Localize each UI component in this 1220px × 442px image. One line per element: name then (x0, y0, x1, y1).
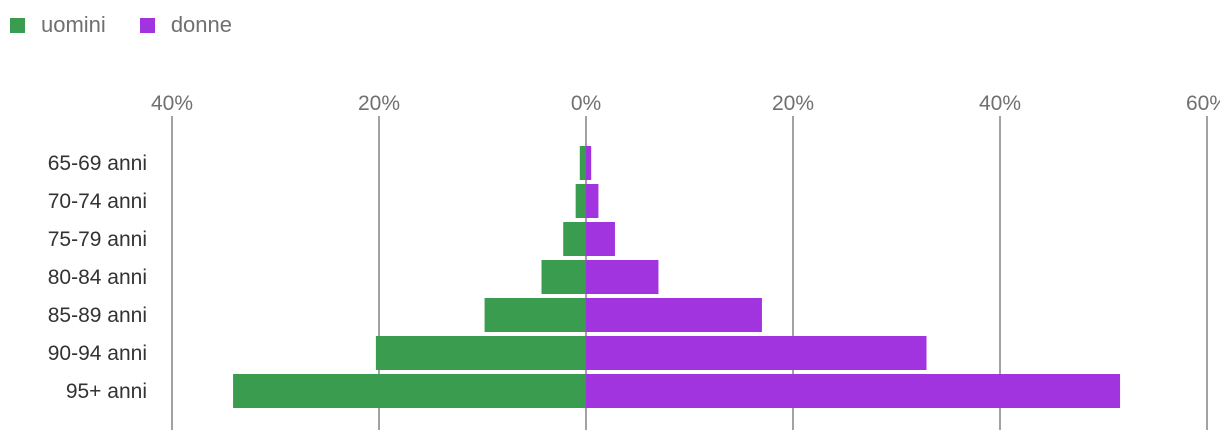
bar-donne (586, 146, 592, 180)
bar-donne (586, 260, 659, 294)
category-label: 65-69 anni (48, 152, 147, 175)
legend-swatch-uomini (10, 17, 25, 33)
legend-item-donne: donne (139, 12, 232, 38)
category-label: 95+ anni (66, 380, 147, 403)
legend-label-donne: donne (170, 12, 232, 37)
legend-label-uomini: uomini (41, 12, 106, 37)
bar-donne (586, 336, 927, 370)
x-tick-label: 20% (772, 92, 814, 115)
bar-uomini (233, 374, 586, 408)
bar-donne (586, 222, 615, 256)
bar-donne (586, 298, 762, 332)
category-label: 85-89 anni (48, 304, 147, 327)
legend-swatch-donne (139, 17, 155, 33)
category-label: 80-84 anni (48, 266, 147, 289)
bar-uomini (563, 222, 586, 256)
x-tick-label: 0% (571, 92, 601, 115)
bar-uomini (484, 298, 586, 332)
bar-uomini (579, 146, 586, 180)
category-label: 70-74 anni (48, 190, 147, 213)
bar-donne (586, 374, 1121, 408)
category-label: 90-94 anni (48, 342, 147, 365)
category-label: 75-79 anni (48, 228, 147, 251)
bar-uomini (575, 184, 586, 218)
x-tick-label: 60% (1186, 92, 1220, 115)
x-tick-label: 20% (358, 92, 400, 115)
legend: uomini donne (10, 12, 232, 38)
x-tick-label: 40% (151, 92, 193, 115)
bar-uomini (375, 336, 586, 370)
x-tick-label: 40% (979, 92, 1021, 115)
bar-donne (586, 184, 599, 218)
legend-item-uomini: uomini (10, 12, 106, 38)
bar-uomini (541, 260, 586, 294)
